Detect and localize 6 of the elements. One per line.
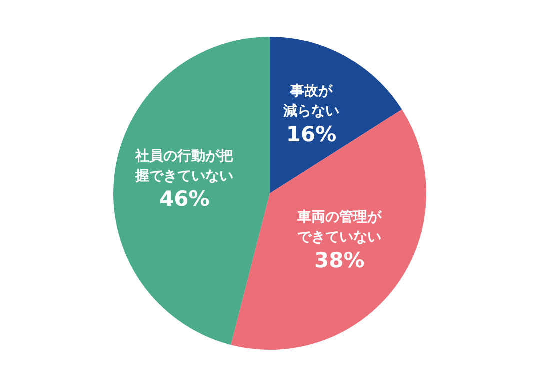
data-label: 46% — [159, 187, 210, 212]
slice-label: 車両の管理ができていない — [296, 210, 383, 246]
data-label: 16% — [286, 122, 337, 147]
slice-label: 社員の行動が把握できていない — [134, 148, 234, 184]
slice-label: 事故が減らない — [282, 84, 340, 120]
data-label: 38% — [314, 248, 365, 273]
